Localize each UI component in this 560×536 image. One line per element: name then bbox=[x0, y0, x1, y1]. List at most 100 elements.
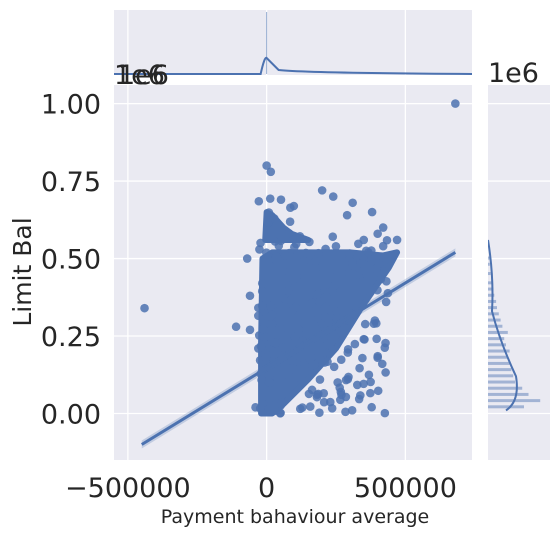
data-point bbox=[315, 408, 324, 418]
right-histogram-bar bbox=[488, 368, 512, 372]
data-point bbox=[294, 325, 303, 335]
data-point bbox=[264, 208, 274, 217]
outlier-point bbox=[245, 291, 255, 301]
y-tick-labels: 0.00 0.25 0.50 0.75 1.00 bbox=[41, 90, 101, 431]
data-point bbox=[254, 196, 264, 206]
data-point bbox=[258, 324, 268, 334]
right-marginal-offset-label: 1e6 bbox=[488, 58, 539, 89]
data-point bbox=[264, 404, 274, 414]
right-histogram-bar bbox=[488, 293, 495, 297]
outlier-point bbox=[392, 235, 402, 245]
data-point bbox=[319, 397, 329, 407]
data-point bbox=[319, 389, 329, 398]
data-point bbox=[276, 236, 286, 246]
data-point bbox=[329, 362, 339, 372]
data-point bbox=[382, 277, 391, 286]
data-point bbox=[320, 256, 329, 266]
data-point bbox=[304, 389, 314, 399]
data-point bbox=[355, 363, 364, 373]
data-point bbox=[332, 307, 341, 317]
data-point bbox=[271, 406, 281, 416]
data-point bbox=[271, 338, 280, 348]
top-kde-curve bbox=[114, 56, 472, 75]
data-point bbox=[285, 217, 295, 227]
outlier-point bbox=[266, 167, 276, 177]
right-histogram-bar bbox=[488, 361, 510, 365]
outlier-point bbox=[451, 99, 460, 108]
data-point bbox=[380, 408, 390, 418]
outlier-point bbox=[373, 353, 382, 363]
data-point bbox=[290, 332, 300, 342]
right-histogram-bar bbox=[488, 380, 515, 384]
x-tick-labels: −500000 0 500000 bbox=[65, 473, 457, 504]
data-point bbox=[266, 312, 275, 321]
data-point bbox=[338, 323, 348, 332]
outlier-point bbox=[140, 303, 149, 313]
outlier-point bbox=[242, 254, 252, 263]
data-point bbox=[343, 345, 353, 354]
data-point bbox=[282, 323, 292, 333]
data-point bbox=[331, 241, 341, 251]
x-tick-label: 0 bbox=[258, 473, 275, 504]
x-tick-label: −500000 bbox=[65, 473, 191, 504]
right-histogram-bar bbox=[488, 337, 505, 341]
data-point bbox=[335, 383, 345, 392]
data-point bbox=[361, 246, 371, 256]
data-point bbox=[326, 337, 336, 347]
y-offset-label: 1e6 bbox=[118, 60, 169, 91]
outlier-point bbox=[359, 235, 369, 245]
x-tick-label: 500000 bbox=[354, 473, 457, 504]
data-point bbox=[328, 345, 338, 354]
data-point bbox=[305, 402, 315, 411]
data-point bbox=[371, 252, 381, 262]
data-point bbox=[286, 295, 295, 305]
data-point bbox=[267, 319, 277, 329]
data-point bbox=[336, 395, 345, 405]
y-axis-label: Limit Bal bbox=[8, 217, 37, 326]
data-point bbox=[325, 397, 335, 407]
data-point bbox=[336, 355, 346, 365]
regression-line bbox=[140, 251, 457, 446]
data-point bbox=[284, 286, 293, 296]
data-point bbox=[271, 255, 281, 265]
data-point bbox=[261, 353, 271, 363]
data-point bbox=[257, 286, 267, 296]
right-histogram-bar bbox=[488, 386, 523, 390]
data-point bbox=[330, 281, 339, 290]
data-point bbox=[349, 270, 359, 280]
data-point bbox=[262, 248, 271, 257]
outlier-point bbox=[231, 322, 241, 332]
outlier-point bbox=[367, 207, 377, 217]
y-tick-label: 1.00 bbox=[41, 90, 101, 121]
outlier-point bbox=[373, 229, 382, 239]
data-point bbox=[348, 258, 357, 268]
outlier-point bbox=[370, 316, 380, 325]
data-point bbox=[350, 339, 360, 349]
data-points bbox=[140, 99, 460, 418]
data-point bbox=[342, 300, 351, 310]
right-marginal-panel bbox=[488, 85, 550, 460]
data-point bbox=[306, 347, 316, 357]
data-point bbox=[264, 378, 274, 387]
right-histogram-bar bbox=[488, 349, 510, 353]
outlier-point bbox=[378, 223, 388, 232]
data-point bbox=[296, 374, 306, 384]
data-point bbox=[312, 390, 322, 400]
data-point bbox=[366, 377, 375, 387]
data-point bbox=[256, 238, 265, 248]
data-point bbox=[362, 275, 372, 285]
data-point bbox=[373, 386, 383, 396]
data-point bbox=[295, 231, 305, 241]
outlier-point bbox=[317, 186, 327, 195]
data-point bbox=[290, 242, 299, 252]
data-point bbox=[332, 265, 341, 275]
data-point bbox=[299, 272, 309, 282]
data-point bbox=[314, 248, 323, 258]
data-point bbox=[265, 394, 274, 403]
data-point bbox=[367, 402, 376, 412]
data-point bbox=[315, 297, 324, 306]
data-point bbox=[311, 257, 320, 266]
data-point bbox=[278, 343, 288, 352]
data-point bbox=[381, 297, 391, 307]
